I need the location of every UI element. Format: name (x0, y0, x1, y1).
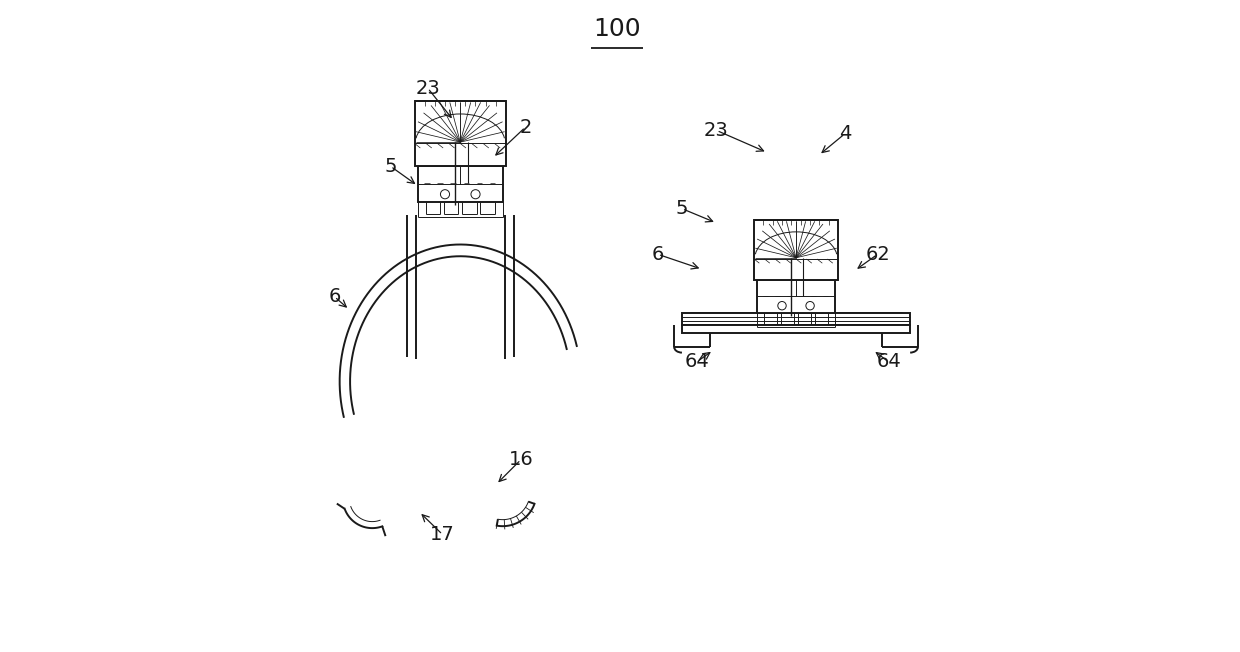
Text: 17: 17 (430, 525, 455, 544)
Text: 64: 64 (877, 352, 901, 372)
Bar (754, 220, 838, 280)
Text: 6: 6 (329, 287, 341, 306)
Text: 23: 23 (704, 121, 729, 140)
Text: 23: 23 (415, 78, 440, 98)
Text: 16: 16 (508, 450, 533, 469)
Bar (758, 280, 835, 313)
Bar (418, 166, 502, 202)
Bar (682, 325, 910, 333)
Text: 6: 6 (652, 244, 663, 264)
Bar (682, 313, 910, 325)
Text: 2: 2 (520, 117, 532, 137)
Text: 5: 5 (384, 156, 397, 176)
Text: 100: 100 (593, 18, 641, 41)
Text: 62: 62 (866, 244, 890, 264)
Text: 64: 64 (684, 352, 709, 372)
Text: 5: 5 (676, 199, 688, 218)
Text: 4: 4 (838, 124, 851, 143)
Bar (414, 101, 506, 166)
